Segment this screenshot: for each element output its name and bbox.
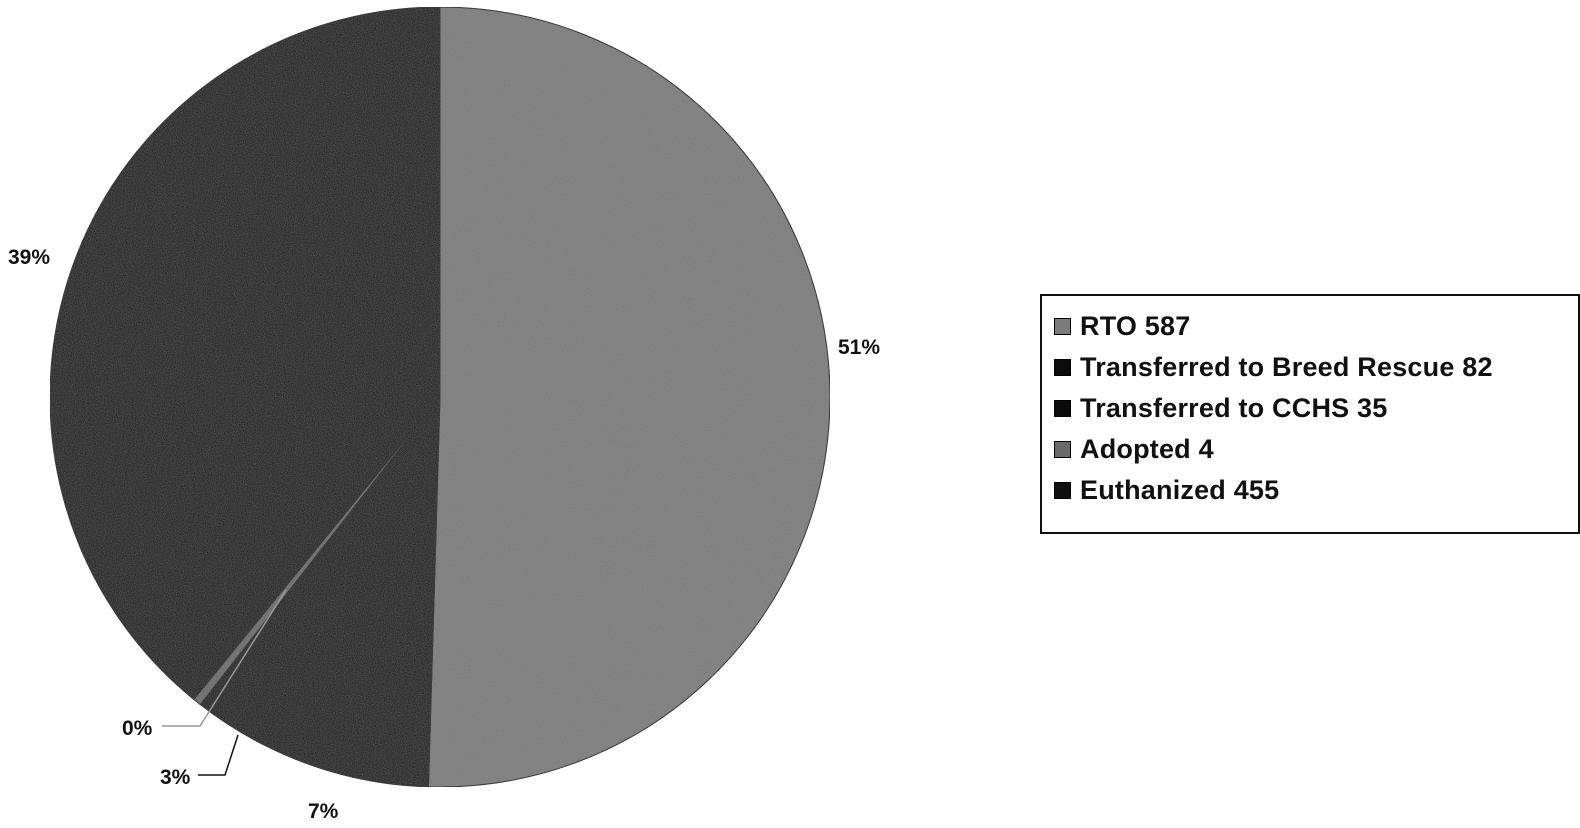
- legend-item-cchs: Transferred to CCHS 35: [1054, 388, 1578, 429]
- legend-swatch: [1054, 441, 1071, 458]
- legend-label: Transferred to Breed Rescue 82: [1080, 352, 1493, 382]
- legend-label: RTO 587: [1080, 311, 1191, 341]
- legend: RTO 587 Transferred to Breed Rescue 82 T…: [1040, 294, 1580, 534]
- legend-label: Transferred to CCHS 35: [1080, 393, 1388, 423]
- legend-swatch: [1054, 359, 1071, 376]
- legend-item-rto: RTO 587: [1054, 306, 1578, 347]
- percent-label-transferred-to-breed-rescue-82: 7%: [308, 800, 339, 823]
- pie-slice-transferred-to-breed-rescue-82: [261, 396, 441, 788]
- percent-label-adopted-4: 0%: [122, 717, 153, 740]
- pie-slice-euthanized-455: [49, 6, 441, 701]
- legend-label: Adopted 4: [1080, 434, 1214, 464]
- percent-label-euthanized-455: 39%: [8, 246, 50, 269]
- leader-line-adopted-4: [162, 589, 287, 727]
- pie-slice-rto-587: [427, 6, 831, 788]
- legend-swatch: [1054, 400, 1071, 417]
- legend-item-adopted: Adopted 4: [1054, 429, 1578, 470]
- leader-line-transferred-to-cchs-35: [198, 734, 239, 776]
- legend-swatch: [1054, 482, 1071, 499]
- percent-label-rto-587: 51%: [838, 336, 880, 359]
- pie-slices: [49, 6, 831, 788]
- legend-item-euthanized: Euthanized 455: [1054, 470, 1578, 511]
- percent-label-transferred-to-cchs-35: 3%: [160, 766, 191, 789]
- legend-item-breed-rescue: Transferred to Breed Rescue 82: [1054, 347, 1578, 388]
- leader-lines: [162, 589, 287, 776]
- legend-label: Euthanized 455: [1080, 475, 1280, 505]
- percent-labels: 51% 7% 3% 0% 39%: [8, 246, 880, 823]
- legend-swatch: [1054, 318, 1071, 335]
